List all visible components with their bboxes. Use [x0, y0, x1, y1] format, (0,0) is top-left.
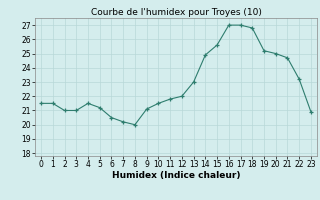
- Title: Courbe de l'humidex pour Troyes (10): Courbe de l'humidex pour Troyes (10): [91, 8, 261, 17]
- X-axis label: Humidex (Indice chaleur): Humidex (Indice chaleur): [112, 171, 240, 180]
